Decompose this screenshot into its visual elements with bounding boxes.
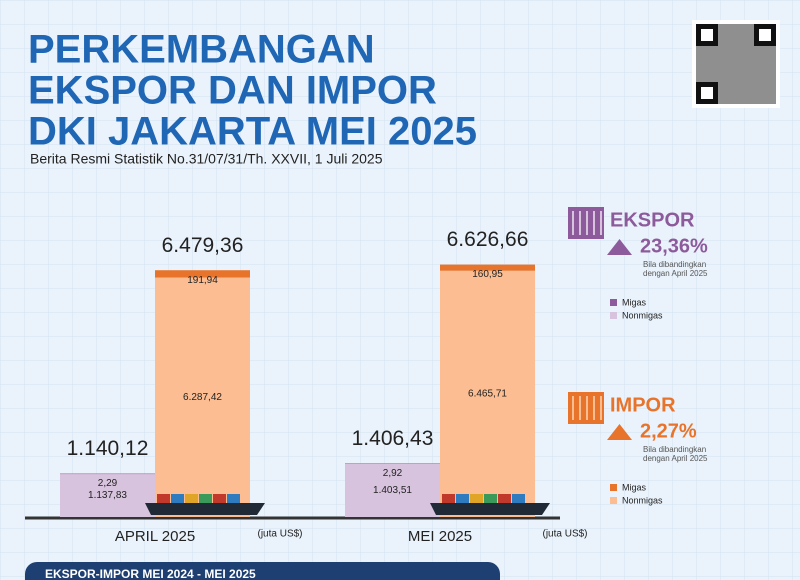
subtitle: Berita Resmi Statistik No.31/07/31/Th. X…	[30, 151, 383, 167]
legend-swatch	[610, 484, 617, 491]
ship-container	[442, 494, 455, 503]
ship-container	[157, 494, 170, 503]
category-label: APRIL 2025	[115, 528, 195, 545]
bar-segment	[345, 463, 440, 464]
value-label: 2,92	[383, 468, 403, 479]
title-line: PERKEMBANGAN	[28, 28, 375, 72]
ship-container	[512, 494, 525, 503]
change-note-text: Bila dibandingkan dengan April 2025	[643, 260, 708, 278]
unit-label: (juta US$)	[542, 529, 587, 540]
category-label: MEI 2025	[408, 528, 472, 545]
bar-segment	[345, 463, 440, 517]
legend-label: Migas	[622, 482, 647, 492]
ship-container	[227, 494, 240, 503]
bar-segment	[60, 473, 155, 475]
ship-container	[456, 494, 469, 503]
change-note: Bila dibandingkan dengan April 2025	[643, 445, 708, 463]
plot: 1.137,832,29 1.140,12 6.287,42 191,94 6.479,…	[60, 207, 708, 545]
ship-container	[171, 494, 184, 503]
legend-label: Nonmigas	[622, 310, 663, 320]
ship-container	[213, 494, 226, 503]
ship-container	[185, 494, 198, 503]
ship-container	[199, 494, 212, 503]
qr-code	[692, 20, 780, 108]
value-label: 160,95	[472, 269, 503, 280]
legend-swatch	[610, 497, 617, 504]
value-label: 1.137,83	[88, 490, 127, 501]
bar-segment	[440, 270, 535, 517]
footer-text: EKSPOR-IMPOR MEI 2024 - MEI 2025	[45, 567, 256, 580]
title-line: EKSPOR DAN IMPOR	[28, 69, 437, 113]
value-label: 191,94	[187, 275, 218, 286]
value-label: 2,29	[98, 478, 118, 489]
ship	[145, 503, 265, 515]
total-label: 1.140,12	[67, 437, 149, 460]
footer-banner	[25, 562, 500, 580]
change-label: 2,27%	[640, 420, 697, 442]
up-arrow	[607, 424, 632, 440]
bar-segment	[155, 277, 250, 517]
legend-label: Nonmigas	[622, 495, 663, 505]
legend-swatch	[610, 299, 617, 306]
total-label: 1.406,43	[352, 427, 434, 450]
value-label: 6.287,42	[183, 392, 222, 403]
value-label: 6.465,71	[468, 389, 507, 400]
change-label: 23,36%	[640, 235, 708, 257]
ship-container	[498, 494, 511, 503]
total-label: 6.479,36	[162, 234, 244, 257]
group-name: IMPOR	[610, 394, 676, 416]
legend-label: Migas	[622, 297, 647, 307]
unit-label: (juta US$)	[257, 529, 302, 540]
legend-swatch	[610, 312, 617, 319]
value-label: 1.403,51	[373, 485, 412, 496]
ship	[430, 503, 550, 515]
ship-container	[484, 494, 497, 503]
bar-segment	[60, 473, 155, 517]
change-note: Bila dibandingkan dengan April 2025	[643, 260, 708, 278]
ship-container	[470, 494, 483, 503]
bar-segment	[155, 270, 250, 278]
title-line: DKI JAKARTA MEI 2025	[28, 110, 477, 154]
bar-segment	[440, 264, 535, 271]
group-name: EKSPOR	[610, 209, 695, 231]
up-arrow	[607, 239, 632, 255]
change-note-text: Bila dibandingkan dengan April 2025	[643, 445, 708, 463]
total-label: 6.626,66	[447, 228, 529, 251]
